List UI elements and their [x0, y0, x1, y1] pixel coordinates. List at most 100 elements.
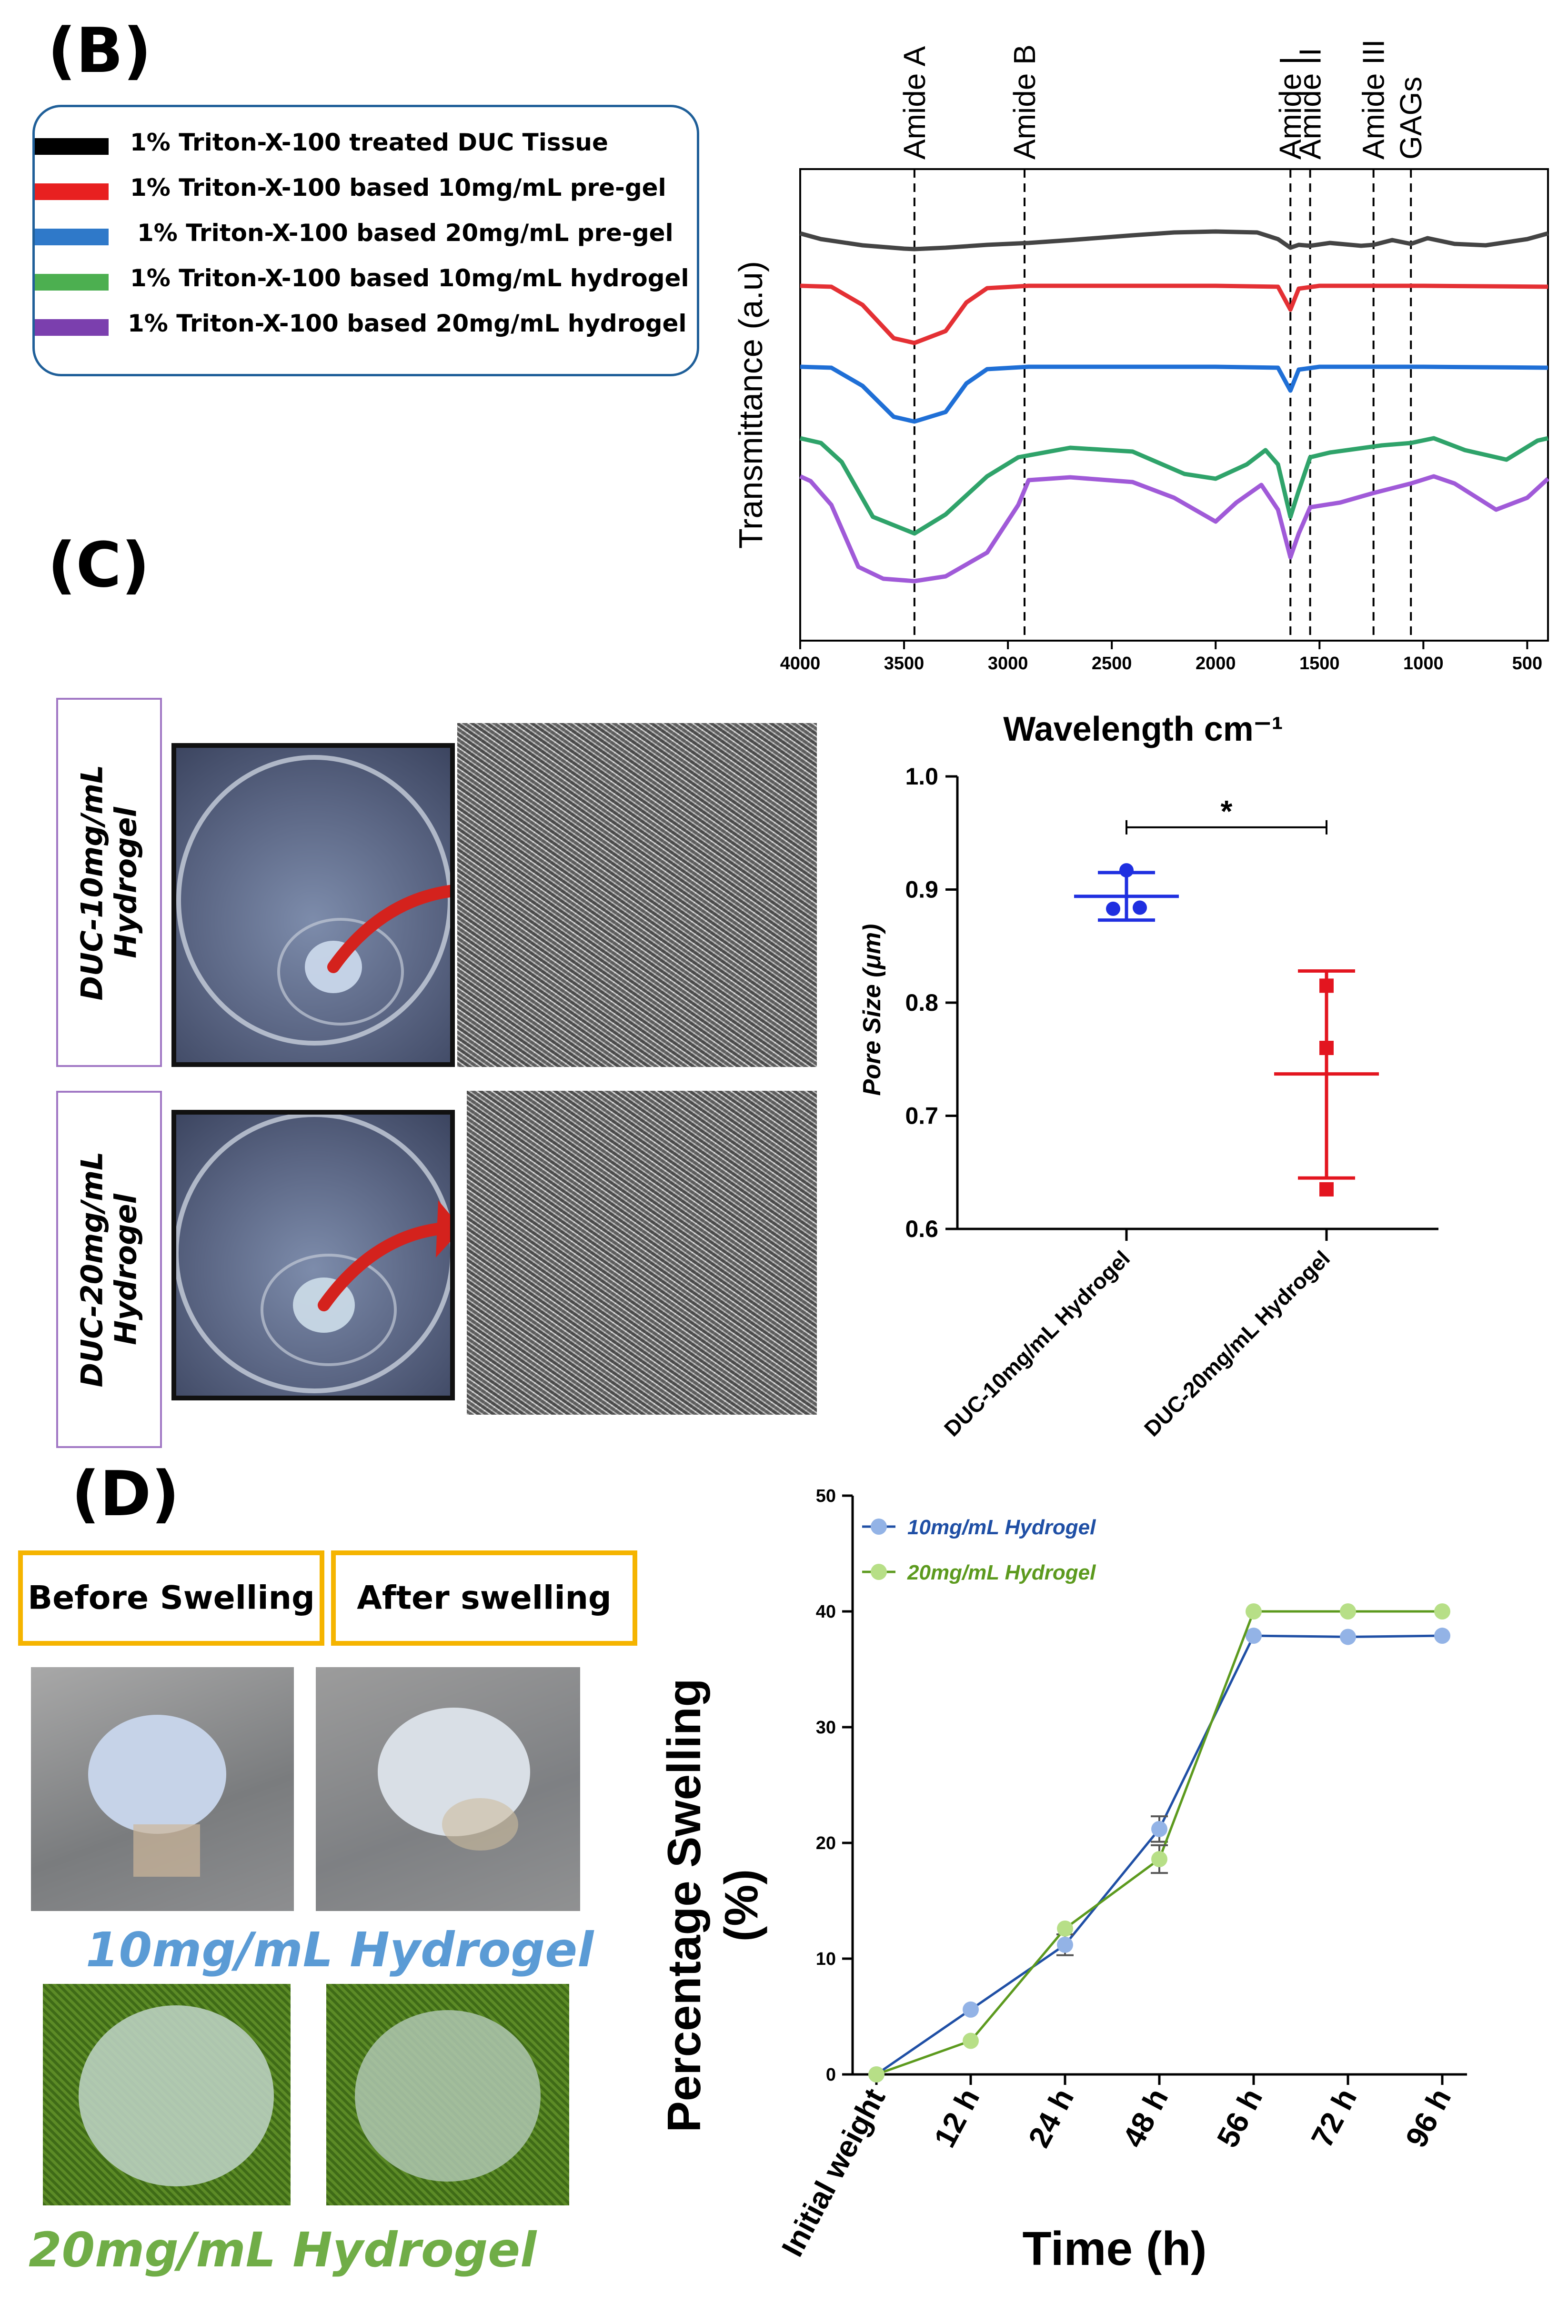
swelling-point: [1151, 1851, 1167, 1868]
ftir-x-tick-label: 2500: [1092, 654, 1132, 674]
swelling-y-tick-label: 40: [816, 1602, 836, 1622]
label-20mg-hydrogel: DUC-20mg/mL Hydrogel: [75, 1136, 143, 1403]
label-10mg-text: DUC-10mg/mL Hydrogel: [74, 764, 143, 1001]
ftir-x-label: Wavelength cm⁻¹: [1003, 710, 1283, 748]
ftir-x-tick-label: 1500: [1299, 654, 1340, 674]
swelling-legend-marker: [871, 1519, 887, 1535]
pore-y-tick-label: 0.6: [905, 1216, 938, 1242]
ftir-x-tick-label: 3000: [988, 654, 1028, 674]
swelling-x-tick-label: 12 h: [927, 2083, 986, 2153]
ftir-plot-frame: [799, 168, 1549, 642]
legend-swatch: [35, 319, 109, 336]
label-10mg-hydrogel: DUC-10mg/mL Hydrogel: [75, 749, 143, 1016]
pore-axes: 0.6 0.7 0.8 0.9 1.0 DUC-10mg/mL Hydrogel DUC-2…: [905, 763, 1438, 1441]
photo-dish-10mg: [171, 743, 455, 1067]
pore-significance-star: *: [1221, 794, 1233, 828]
swelling-y-label-line1: Percentage Swelling: [658, 1678, 710, 2132]
ftir-x-tick-label: 3500: [884, 654, 925, 674]
swelling-legend-marker: [871, 1564, 887, 1580]
label-box-10mg: DUC-10mg/mL Hydrogel: [56, 698, 162, 1067]
swelling-point: [1434, 1628, 1450, 1644]
sem-image-10mg: [457, 723, 817, 1067]
swelling-y-tick-label: 20: [816, 1833, 836, 1853]
swelling-x-label: Time (h): [1022, 2222, 1206, 2275]
ftir-annotation-label: GAGs: [1394, 77, 1428, 160]
swelling-x-tick-label: 48 h: [1116, 2083, 1175, 2153]
legend-swatch: [35, 274, 109, 291]
ftir-annotation-label: Amide III: [1357, 39, 1391, 160]
photo-20mg-before: [43, 1984, 291, 2205]
legend-label: 1% Triton-X-100 based 20mg/mL hydrogel: [128, 310, 687, 337]
legend-swatch: [35, 183, 109, 200]
pore-point: [1319, 1041, 1334, 1055]
pore-point: [1133, 900, 1147, 915]
before-swelling-label: Before Swelling: [28, 1579, 315, 1617]
panel-label-c: (C): [48, 529, 150, 601]
legend-label: 1% Triton-X-100 based 10mg/mL hydrogel: [130, 264, 689, 292]
swelling-point: [1340, 1603, 1356, 1620]
swelling-x-tick-label: 56 h: [1210, 2083, 1269, 2153]
swelling-chart: 0 10 20 30 40 50 Initial weight 12 h 24 h 48 h 56 …: [658, 1486, 1467, 2275]
panel-label-b: (B): [48, 14, 151, 87]
ftir-x-tick-label: 500: [1512, 654, 1542, 674]
swelling-x-tick-label: 72 h: [1305, 2083, 1364, 2153]
swelling-point: [1246, 1628, 1262, 1644]
swelling-y-tick-label: 10: [816, 1949, 836, 1969]
pore-y-tick-label: 0.8: [905, 989, 938, 1016]
after-swelling-box: After swelling: [331, 1550, 637, 1646]
pore-y-tick-label: 0.7: [905, 1103, 938, 1129]
ftir-ticks: 4000 3500 3000 2500 2000 1500 1000 500: [780, 641, 1542, 674]
legend-swatch: [35, 138, 109, 155]
swelling-x-tick-label: Initial weight: [775, 2083, 892, 2262]
swelling-series: [868, 1603, 1450, 2083]
legend-label: 1% Triton-X-100 treated DUC Tissue: [130, 129, 608, 156]
swelling-x-tick-label: 96 h: [1399, 2083, 1458, 2153]
label-20mg-text: DUC-20mg/mL Hydrogel: [74, 1151, 143, 1388]
photo-20mg-after: [326, 1984, 569, 2205]
swelling-point: [963, 2032, 979, 2049]
pore-x-tick-label: DUC-20mg/mL Hydrogel: [1139, 1246, 1335, 1441]
pore-x-tick-label: DUC-10mg/mL Hydrogel: [939, 1246, 1135, 1441]
after-swelling-label: After swelling: [357, 1579, 612, 1617]
pore-point: [1119, 863, 1134, 878]
pore-y-label: Pore Size (μm): [858, 924, 886, 1096]
swelling-point: [1340, 1629, 1356, 1645]
swelling-y-label-line2: (%): [715, 1869, 767, 1942]
swelling-point: [868, 2066, 885, 2083]
swelling-axes: 0 10 20 30 40 50 Initial weight 12 h 24 h 48 h 56 …: [775, 1486, 1467, 2262]
photo-10mg-after: [316, 1667, 580, 1911]
legend-label: 1% Triton-X-100 based 20mg/mL pre-gel: [137, 219, 673, 247]
pore-point: [1106, 901, 1120, 916]
ftir-x-tick-label: 2000: [1196, 654, 1236, 674]
legend-label: 1% Triton-X-100 based 10mg/mL pre-gel: [130, 174, 666, 201]
swelling-legend-label: 10mg/mL Hydrogel: [907, 1516, 1096, 1539]
ftir-series-line: [800, 283, 1548, 345]
swelling-x-tick-label: 24 h: [1022, 2083, 1081, 2153]
swelling-point: [1057, 1920, 1073, 1937]
caption-20mg: 20mg/mL Hydrogel: [29, 2222, 537, 2278]
ftir-legend: 1% Triton-X-100 treated DUC Tissue 1% Tr…: [32, 105, 699, 376]
ftir-x-tick-label: 4000: [780, 654, 821, 674]
swelling-legend: 10mg/mL Hydrogel 20mg/mL Hydrogel: [862, 1516, 1096, 1584]
pore-point: [1319, 1182, 1334, 1197]
pore-size-chart: 0.6 0.7 0.8 0.9 1.0 DUC-10mg/mL Hydrogel DUC-2…: [858, 763, 1438, 1441]
pore-point: [1319, 978, 1334, 993]
swelling-point: [963, 2001, 979, 2018]
caption-10mg: 10mg/mL Hydrogel: [86, 1922, 594, 1978]
ftir-annotation-label: Amide II: [1293, 48, 1327, 160]
sem-image-20mg: [467, 1091, 817, 1415]
swelling-point: [1151, 1821, 1167, 1837]
ftir-series: [799, 229, 1550, 584]
swelling-series-line: [876, 1610, 1442, 2076]
swelling-point: [1246, 1603, 1262, 1620]
swelling-legend-label: 20mg/mL Hydrogel: [907, 1561, 1096, 1584]
pore-y-tick-label: 0.9: [905, 876, 938, 903]
ftir-series-line: [800, 364, 1548, 424]
ftir-annotation-label: Amide B: [1007, 44, 1042, 160]
swelling-point: [1434, 1603, 1450, 1620]
photo-dish-20mg: [171, 1110, 455, 1400]
ftir-y-label: Transmittance (a.u): [732, 261, 769, 549]
ftir-series-line: [799, 474, 1550, 584]
